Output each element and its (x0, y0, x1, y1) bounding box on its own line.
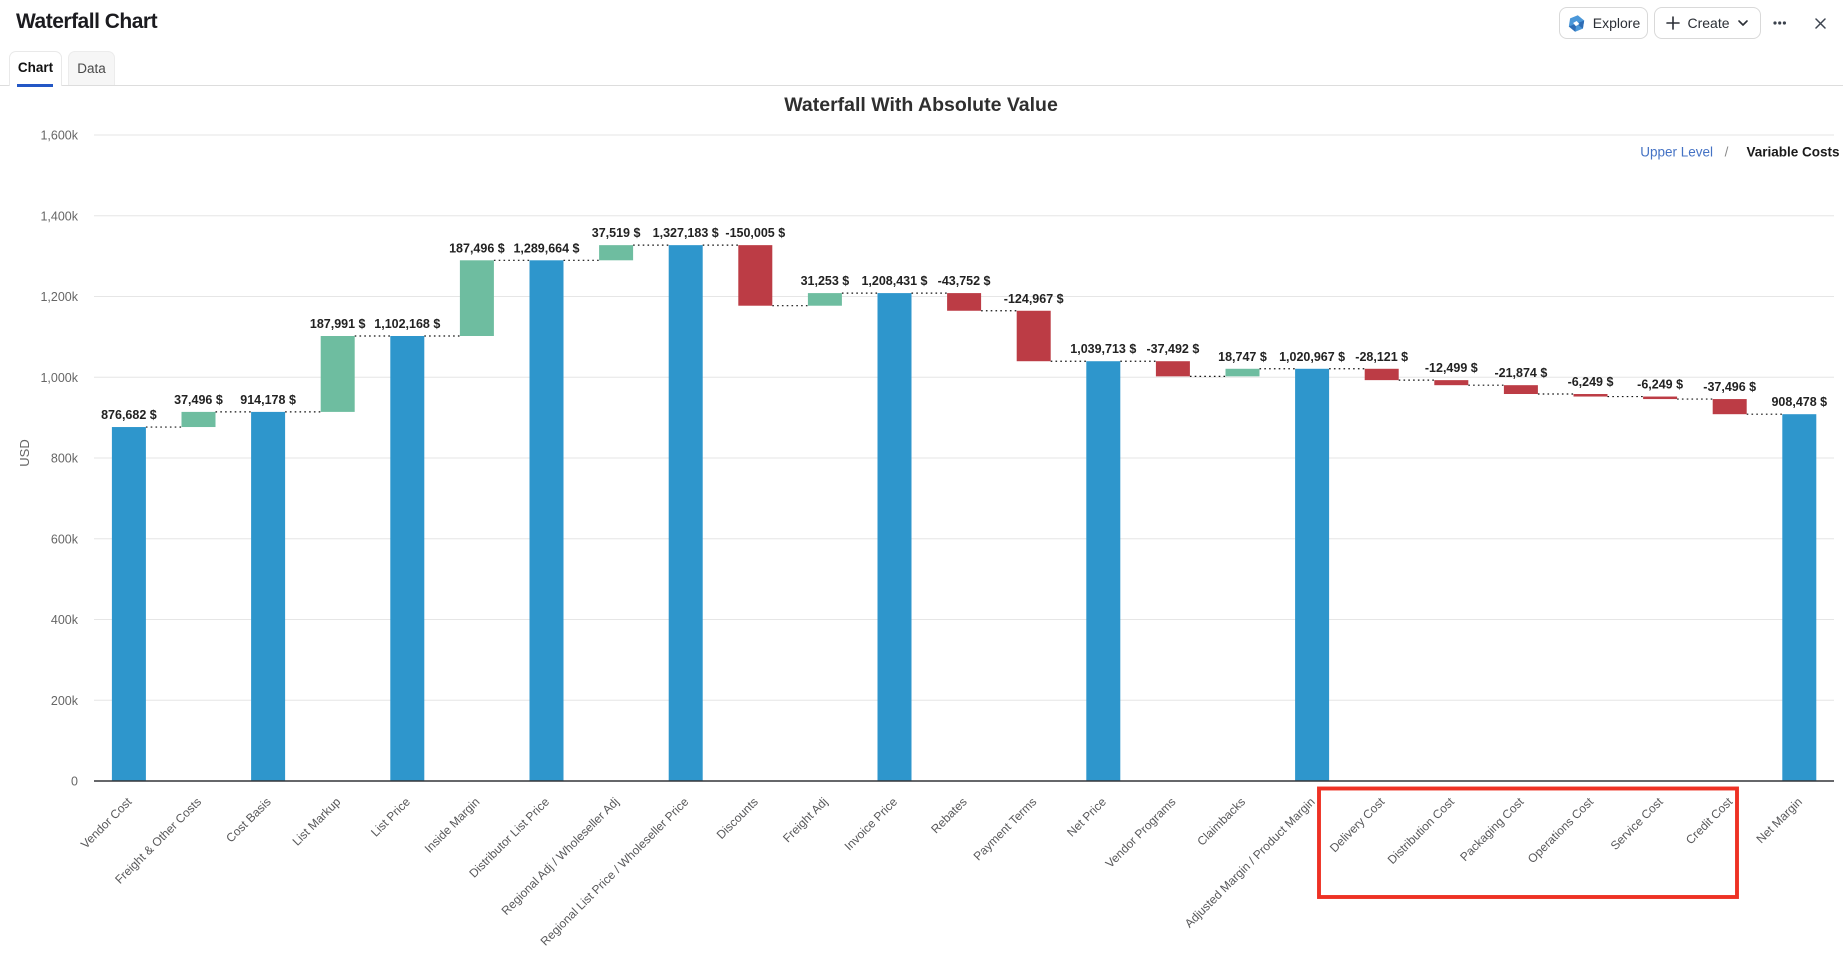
svg-text:Vendor Cost: Vendor Cost (78, 794, 135, 851)
svg-text:Upper Level: Upper Level (1640, 145, 1713, 160)
svg-text:Payment Terms: Payment Terms (971, 795, 1040, 864)
svg-text:Regional Adj / Wholeseller Adj: Regional Adj / Wholeseller Adj (499, 795, 622, 918)
svg-text:-12,499 $: -12,499 $ (1425, 361, 1478, 375)
svg-text:-43,752 $: -43,752 $ (938, 274, 991, 288)
svg-text:Distribution Cost: Distribution Cost (1385, 794, 1458, 867)
svg-text:-6,249 $: -6,249 $ (1637, 378, 1683, 392)
svg-text:1,289,664 $: 1,289,664 $ (513, 241, 579, 255)
svg-text:Freight Adj: Freight Adj (780, 795, 830, 845)
svg-text:-21,874 $: -21,874 $ (1494, 366, 1547, 380)
svg-text:1,327,183 $: 1,327,183 $ (653, 226, 719, 240)
svg-text:Invoice Price: Invoice Price (842, 794, 901, 853)
svg-text:200k: 200k (51, 694, 79, 708)
svg-text:Claimbacks: Claimbacks (1194, 795, 1248, 849)
svg-text:Credit Cost: Credit Cost (1683, 794, 1736, 847)
svg-text:18,747 $: 18,747 $ (1218, 350, 1267, 364)
svg-text:0: 0 (71, 775, 78, 789)
svg-text:-37,492 $: -37,492 $ (1146, 342, 1199, 356)
svg-text:1,020,967 $: 1,020,967 $ (1279, 350, 1345, 364)
svg-text:-37,496 $: -37,496 $ (1703, 380, 1756, 394)
svg-text:USD: USD (17, 439, 32, 466)
svg-text:Net Price: Net Price (1064, 794, 1109, 839)
svg-text:1,400k: 1,400k (40, 209, 78, 223)
svg-text:37,496 $: 37,496 $ (174, 393, 223, 407)
svg-text:Cost Basis: Cost Basis (223, 795, 273, 845)
svg-text:908,478 $: 908,478 $ (1771, 395, 1827, 409)
svg-text:List Markup: List Markup (290, 794, 344, 848)
svg-text:Regional List Price / Wholesel: Regional List Price / Wholeseller Price (538, 794, 692, 948)
svg-text:1,208,431 $: 1,208,431 $ (861, 274, 927, 288)
svg-text:400k: 400k (51, 613, 79, 627)
svg-text:Waterfall With Absolute Value: Waterfall With Absolute Value (784, 94, 1058, 116)
svg-text:187,991 $: 187,991 $ (310, 317, 366, 331)
svg-text:Variable Costs: Variable Costs (1746, 145, 1839, 160)
svg-text:Net Margin: Net Margin (1754, 795, 1805, 846)
svg-text:1,039,713 $: 1,039,713 $ (1070, 342, 1136, 356)
svg-text:187,496 $: 187,496 $ (449, 241, 505, 255)
svg-text:800k: 800k (51, 452, 79, 466)
svg-text:37,519 $: 37,519 $ (592, 226, 641, 240)
svg-text:-150,005 $: -150,005 $ (725, 226, 785, 240)
svg-text:Vendor Programs: Vendor Programs (1103, 795, 1179, 871)
svg-text:Adjusted Margin / Product Marg: Adjusted Margin / Product Margin (1182, 795, 1318, 931)
svg-text:Operations Cost: Operations Cost (1525, 794, 1597, 866)
svg-text:Delivery Cost: Delivery Cost (1327, 794, 1388, 855)
svg-text:List Price: List Price (368, 794, 413, 839)
svg-text:Packaging Cost: Packaging Cost (1457, 794, 1527, 864)
svg-text:-124,967 $: -124,967 $ (1004, 292, 1064, 306)
svg-text:Inside Margin: Inside Margin (422, 795, 483, 856)
svg-text:1,000k: 1,000k (40, 371, 78, 385)
svg-text:1,102,168 $: 1,102,168 $ (374, 317, 440, 331)
svg-text:600k: 600k (51, 532, 79, 546)
svg-text:914,178 $: 914,178 $ (240, 393, 296, 407)
svg-text:1,200k: 1,200k (40, 290, 78, 304)
svg-text:Discounts: Discounts (714, 795, 761, 842)
svg-text:-6,249 $: -6,249 $ (1568, 375, 1614, 389)
svg-text:/: / (1725, 145, 1729, 160)
svg-text:31,253 $: 31,253 $ (801, 274, 850, 288)
svg-text:Rebates: Rebates (928, 795, 970, 837)
svg-text:Service Cost: Service Cost (1608, 794, 1666, 852)
svg-text:1,600k: 1,600k (40, 129, 78, 143)
svg-text:876,682 $: 876,682 $ (101, 408, 157, 422)
svg-text:-28,121 $: -28,121 $ (1355, 350, 1408, 364)
